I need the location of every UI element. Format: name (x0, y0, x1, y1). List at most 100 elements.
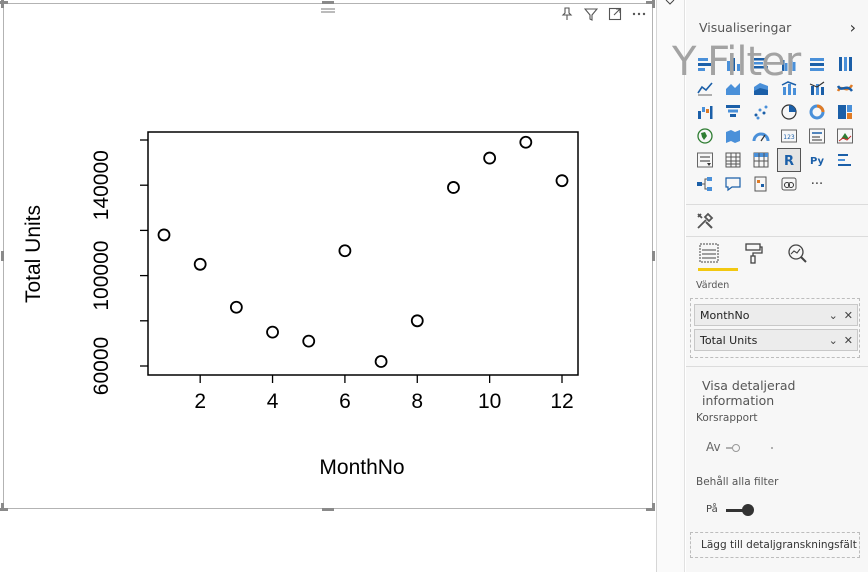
qna-icon[interactable] (721, 172, 745, 196)
filled-map-icon[interactable] (721, 124, 745, 148)
resize-handle[interactable] (652, 503, 655, 511)
visual-header (558, 6, 648, 22)
ribbon-chart-icon[interactable] (833, 76, 857, 100)
resize-handle[interactable] (0, 1, 8, 4)
treemap-icon[interactable] (833, 100, 857, 124)
x-tick-label: 10 (478, 390, 501, 413)
filter-overlay-text: Y Filter (672, 39, 801, 85)
fields-well-icon (699, 243, 719, 263)
scatter-icon[interactable] (749, 100, 773, 124)
line-stacked-column-icon[interactable] (805, 76, 829, 100)
tab-format[interactable] (740, 240, 766, 266)
scatter-point (519, 135, 533, 149)
tab-fields[interactable] (696, 240, 722, 266)
python-visual-icon[interactable]: Py (805, 148, 829, 172)
drillthrough-title: Visa detaljerad information (702, 378, 796, 408)
slicer-icon[interactable] (693, 148, 717, 172)
scatter-point (266, 325, 279, 339)
resize-handle[interactable] (646, 1, 654, 4)
scatter-point (302, 334, 316, 348)
multi-row-card-icon[interactable] (805, 124, 829, 148)
resize-handle[interactable] (652, 0, 655, 8)
scatter-point (338, 244, 352, 258)
key-influencers-icon[interactable] (833, 148, 857, 172)
paginated-report-icon[interactable] (749, 172, 773, 196)
arcgis-maps-icon[interactable] (777, 172, 801, 196)
more-visuals-icon[interactable]: ··· (810, 176, 824, 192)
chevron-down-icon[interactable]: ⌄ (828, 334, 838, 347)
chevron-right-icon[interactable]: › (849, 18, 856, 37)
filter-icon[interactable] (582, 6, 600, 22)
y-axis-label: Total Units (22, 205, 45, 303)
kpi-icon[interactable] (833, 124, 857, 148)
area-chart-icon[interactable] (721, 76, 745, 100)
focus-mode-icon[interactable] (606, 6, 624, 22)
cross-report-value: Av (706, 440, 721, 454)
pin-icon[interactable] (558, 6, 576, 22)
waterfall-icon[interactable] (693, 100, 717, 124)
resize-handle[interactable] (652, 251, 655, 261)
scatter-point (374, 355, 388, 368)
gauge-icon[interactable] (749, 124, 773, 148)
y-tick-label: 140000 (90, 150, 113, 220)
drag-grip-icon[interactable] (320, 7, 336, 15)
table-icon[interactable] (721, 148, 745, 172)
resize-handle[interactable] (322, 508, 334, 511)
resize-handle[interactable] (646, 508, 654, 511)
decomposition-tree-icon[interactable] (693, 172, 717, 196)
resize-handle[interactable] (0, 508, 8, 511)
cross-report-toggle[interactable]: Av (706, 440, 776, 454)
pie-chart-icon[interactable] (777, 100, 801, 124)
map-icon[interactable] (693, 124, 717, 148)
close-icon[interactable]: ✕ (843, 309, 853, 322)
100-stacked-column-icon[interactable] (833, 52, 857, 76)
filters-pane-collapsed[interactable] (657, 0, 685, 572)
svg-text:Py: Py (810, 156, 825, 167)
drillthrough-field-well[interactable]: Lägg till detaljgranskningsfält här (690, 532, 860, 558)
values-well[interactable]: MonthNo ⌄ ✕ Total Units ⌄ ✕ (690, 298, 860, 358)
card-icon[interactable]: 123 (777, 124, 801, 148)
field-name: MonthNo (700, 309, 750, 322)
donut-chart-icon[interactable] (805, 100, 829, 124)
stacked-column-icon[interactable] (721, 52, 745, 76)
x-tick-label: 8 (411, 390, 423, 413)
clustered-bar-icon[interactable] (749, 52, 773, 76)
resize-handle[interactable] (1, 0, 4, 8)
r-visual[interactable]: 2 4 6 8 10 12 60000 100000 140000 MonthNo Total… (3, 3, 653, 509)
svg-text:123: 123 (783, 134, 795, 141)
stacked-bar-icon[interactable] (693, 52, 717, 76)
field-pill-monthno[interactable]: MonthNo ⌄ ✕ (694, 304, 858, 326)
line-chart-icon[interactable] (693, 76, 717, 100)
close-icon[interactable]: ✕ (843, 334, 853, 347)
tab-analytics[interactable] (784, 240, 810, 266)
clustered-column-icon[interactable] (777, 52, 801, 76)
y-tick-label: 60000 (90, 337, 113, 395)
matrix-icon[interactable] (749, 148, 773, 172)
scatter-point (157, 228, 171, 242)
funnel-icon[interactable] (721, 100, 745, 124)
pane-title: Visualiseringar (699, 20, 792, 35)
stacked-area-icon[interactable] (749, 76, 773, 100)
tools-icon[interactable] (694, 210, 716, 232)
divider (686, 366, 868, 367)
collapse-arrow-icon[interactable] (665, 0, 675, 8)
toggle-knob[interactable] (742, 504, 754, 516)
r-script-visual-icon[interactable]: R (777, 148, 801, 172)
field-pill-total-units[interactable]: Total Units ⌄ ✕ (694, 329, 858, 351)
line-clustered-column-icon[interactable] (777, 76, 801, 100)
resize-handle[interactable] (1, 503, 4, 511)
scatter-point (193, 257, 207, 271)
more-options-icon[interactable] (630, 6, 648, 22)
scatter-point (410, 314, 424, 328)
keep-filters-toggle[interactable] (726, 509, 752, 512)
x-tick-label: 2 (194, 390, 206, 413)
resize-handle[interactable] (322, 1, 334, 4)
100-stacked-bar-icon[interactable] (805, 52, 829, 76)
resize-handle[interactable] (1, 251, 4, 261)
chevron-down-icon[interactable]: ⌄ (828, 309, 838, 322)
pane-tabs (696, 240, 810, 266)
active-tab-indicator (698, 268, 738, 271)
toggle-off-icon (726, 443, 774, 452)
scatter-point (447, 181, 460, 194)
y-tick-label: 100000 (90, 241, 113, 311)
